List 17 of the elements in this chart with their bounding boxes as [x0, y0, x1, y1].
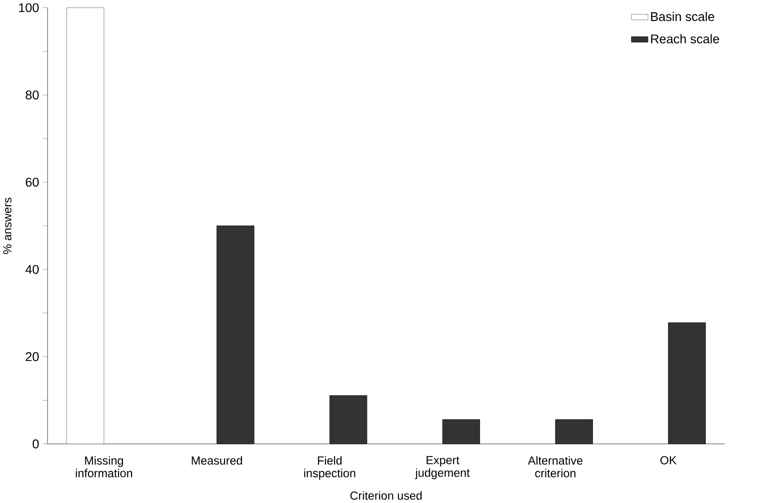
y-axis-title: % answers	[3, 198, 12, 254]
y-tick-label: 60	[26, 178, 39, 187]
y-tick-label: 80	[26, 90, 39, 100]
bar	[66, 8, 104, 444]
x-tick-label: OK	[660, 456, 677, 464]
y-tick-label: 0	[32, 439, 39, 448]
x-tick-label: Measured	[192, 456, 242, 465]
legend-label: Reach scale	[651, 34, 720, 44]
x-tick-label: Alternative criterion	[528, 456, 582, 478]
legend-label: Basin scale	[651, 12, 714, 22]
x-axis-title: Criterion used	[350, 491, 422, 500]
y-tick-label: 20	[26, 352, 39, 362]
x-tick-label: Expert judgement	[415, 456, 470, 480]
x-tick-label: Missing information	[76, 456, 132, 478]
y-tick-label: 40	[25, 264, 39, 274]
x-tick-label: Field inspection	[304, 456, 356, 480]
y-tick-label: 100	[19, 3, 39, 12]
